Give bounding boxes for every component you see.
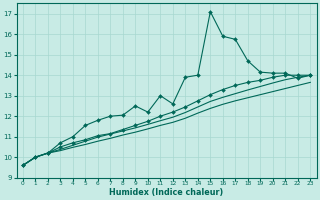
X-axis label: Humidex (Indice chaleur): Humidex (Indice chaleur): [109, 188, 224, 197]
